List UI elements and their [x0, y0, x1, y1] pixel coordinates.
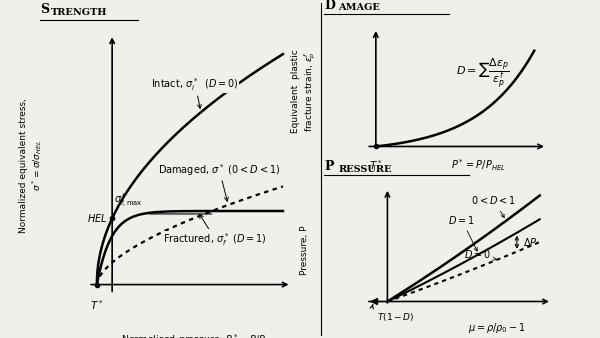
Text: $D = 0$: $D = 0$	[464, 248, 496, 260]
Text: $D = \sum \dfrac{\Delta\varepsilon_p}{\varepsilon_p^f}$: $D = \sum \dfrac{\Delta\varepsilon_p}{\v…	[456, 57, 509, 91]
Text: $\mu = \rho/\rho_0 - 1$: $\mu = \rho/\rho_0 - 1$	[468, 321, 526, 335]
Text: Pressure, P: Pressure, P	[300, 225, 309, 275]
Text: S: S	[40, 3, 49, 16]
Text: Equivalent  plastic
fracture strain, $\varepsilon_p^f$: Equivalent plastic fracture strain, $\va…	[292, 49, 318, 133]
Text: Intact, $\sigma_i^*$  $(D=0)$: Intact, $\sigma_i^*$ $(D=0)$	[151, 77, 239, 108]
Text: $T^*$: $T^*$	[369, 158, 383, 171]
Text: D: D	[325, 0, 335, 12]
Text: $HEL$: $HEL$	[86, 212, 107, 224]
Text: $\Delta P$: $\Delta P$	[523, 236, 538, 248]
Text: $T(1-D)$: $T(1-D)$	[377, 311, 414, 323]
Text: $\sigma_{f,\mathrm{max}}^*$: $\sigma_{f,\mathrm{max}}^*$	[114, 192, 143, 210]
Text: $0 < D < 1$: $0 < D < 1$	[471, 194, 516, 218]
Text: Normalised pressure, $P^* = P/P_{HEL}$: Normalised pressure, $P^* = P/P_{HEL}$	[121, 332, 279, 338]
Text: Normalized equivalent stress,
$\sigma^* = \sigma/\sigma_{HEL}$: Normalized equivalent stress, $\sigma^* …	[19, 98, 44, 233]
Text: $D = 1$: $D = 1$	[448, 214, 477, 251]
Text: RESSURE: RESSURE	[338, 165, 392, 174]
Text: AMAGE: AMAGE	[338, 3, 380, 13]
Text: $T^*$: $T^*$	[90, 298, 104, 312]
Text: TRENGTH: TRENGTH	[52, 8, 108, 17]
Text: Damaged, $\sigma^*$ $(0<D<1)$: Damaged, $\sigma^*$ $(0<D<1)$	[158, 162, 281, 201]
Text: $P^* = P/P_{HEL}$: $P^* = P/P_{HEL}$	[451, 158, 506, 173]
Text: Fractured, $\sigma_f^*$ $(D=1)$: Fractured, $\sigma_f^*$ $(D=1)$	[163, 214, 267, 248]
Text: P: P	[325, 160, 334, 173]
